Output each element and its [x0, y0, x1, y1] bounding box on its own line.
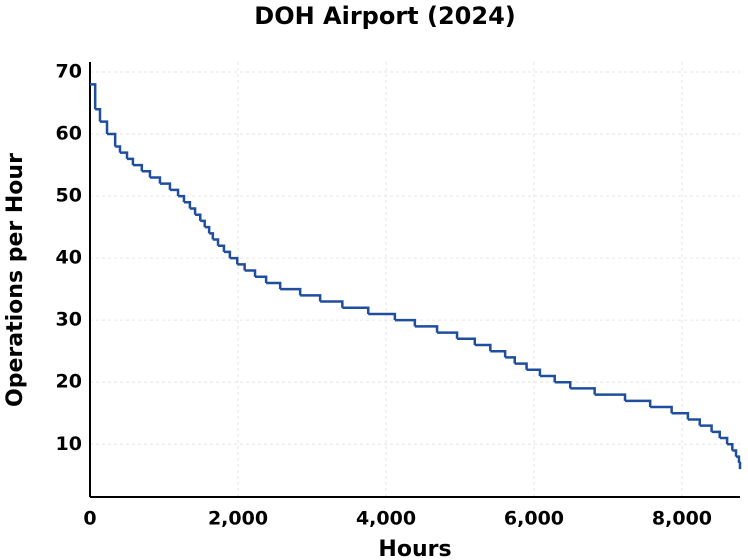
- step-segment: [711, 430, 721, 439]
- y-tick-label: 20: [56, 371, 82, 393]
- step-segment: [414, 325, 439, 333]
- step-segment: [554, 380, 572, 389]
- step-segment: [320, 300, 344, 308]
- step-segment: [141, 170, 152, 178]
- step-segment: [209, 232, 215, 240]
- step-segment: [195, 213, 202, 221]
- step-segment: [178, 194, 186, 203]
- step-segment: [342, 306, 370, 314]
- step-segment: [126, 157, 135, 166]
- step-segment: [244, 269, 257, 277]
- step-segment: [159, 182, 172, 190]
- step-segment: [237, 263, 246, 271]
- step-segment: [368, 312, 397, 321]
- x-tick-label: 4,000: [356, 508, 416, 530]
- x-tick-label: 6,000: [504, 508, 564, 530]
- step-segment: [90, 83, 97, 110]
- step-segment: [223, 250, 232, 259]
- step-segment: [671, 411, 690, 420]
- step-segment: [699, 424, 713, 432]
- step-segment: [183, 201, 192, 209]
- x-tick-label: 2,000: [208, 508, 268, 530]
- y-tick-label: 60: [56, 123, 82, 145]
- step-segment: [650, 405, 673, 414]
- y-tick-label: 40: [56, 247, 82, 269]
- step-segment: [474, 343, 492, 352]
- y-tick-label: 30: [56, 309, 82, 331]
- step-segment: [95, 107, 102, 122]
- step-segment: [490, 349, 507, 358]
- step-segment: [732, 449, 738, 457]
- step-segment: [437, 331, 459, 339]
- x-tick-label: 8,000: [652, 508, 712, 530]
- y-tick-label: 70: [56, 61, 82, 83]
- step-segment: [687, 418, 701, 426]
- step-segment: [719, 436, 729, 445]
- step-segment: [204, 225, 211, 234]
- step-segment: [107, 132, 117, 147]
- step-segment: [266, 281, 282, 290]
- y-axis-label: Operations per Hour: [3, 153, 28, 407]
- y-tick-label: 10: [56, 433, 82, 455]
- step-segment: [505, 356, 516, 364]
- step-segment: [300, 294, 322, 302]
- step-segment: [457, 337, 477, 345]
- step-segment: [738, 461, 742, 470]
- step-segment: [394, 318, 417, 327]
- y-tick-label: 50: [56, 185, 82, 207]
- step-segment: [212, 238, 220, 246]
- step-segment: [570, 387, 596, 395]
- step-segment: [218, 244, 226, 252]
- step-segment: [539, 374, 556, 383]
- step-segment: [229, 256, 239, 265]
- step-segment: [727, 443, 734, 451]
- x-tick-label: 0: [83, 508, 96, 530]
- step-segment: [99, 120, 109, 135]
- step-segment: [514, 362, 528, 370]
- step-segment: [132, 163, 144, 172]
- step-segment: [169, 188, 180, 197]
- step-segment: [149, 176, 162, 184]
- step-segment: [255, 275, 268, 283]
- step-segment: [625, 399, 652, 408]
- x-axis-label: Hours: [378, 537, 451, 560]
- step-segment: [189, 207, 197, 215]
- step-segment: [526, 368, 542, 377]
- step-segment: [119, 151, 129, 159]
- step-segment: [280, 287, 302, 296]
- step-segment: [200, 219, 206, 228]
- step-segment: [115, 145, 122, 153]
- step-segment: [594, 393, 627, 401]
- step-segment: [736, 455, 741, 463]
- chart-title: DOH Airport (2024): [254, 2, 515, 30]
